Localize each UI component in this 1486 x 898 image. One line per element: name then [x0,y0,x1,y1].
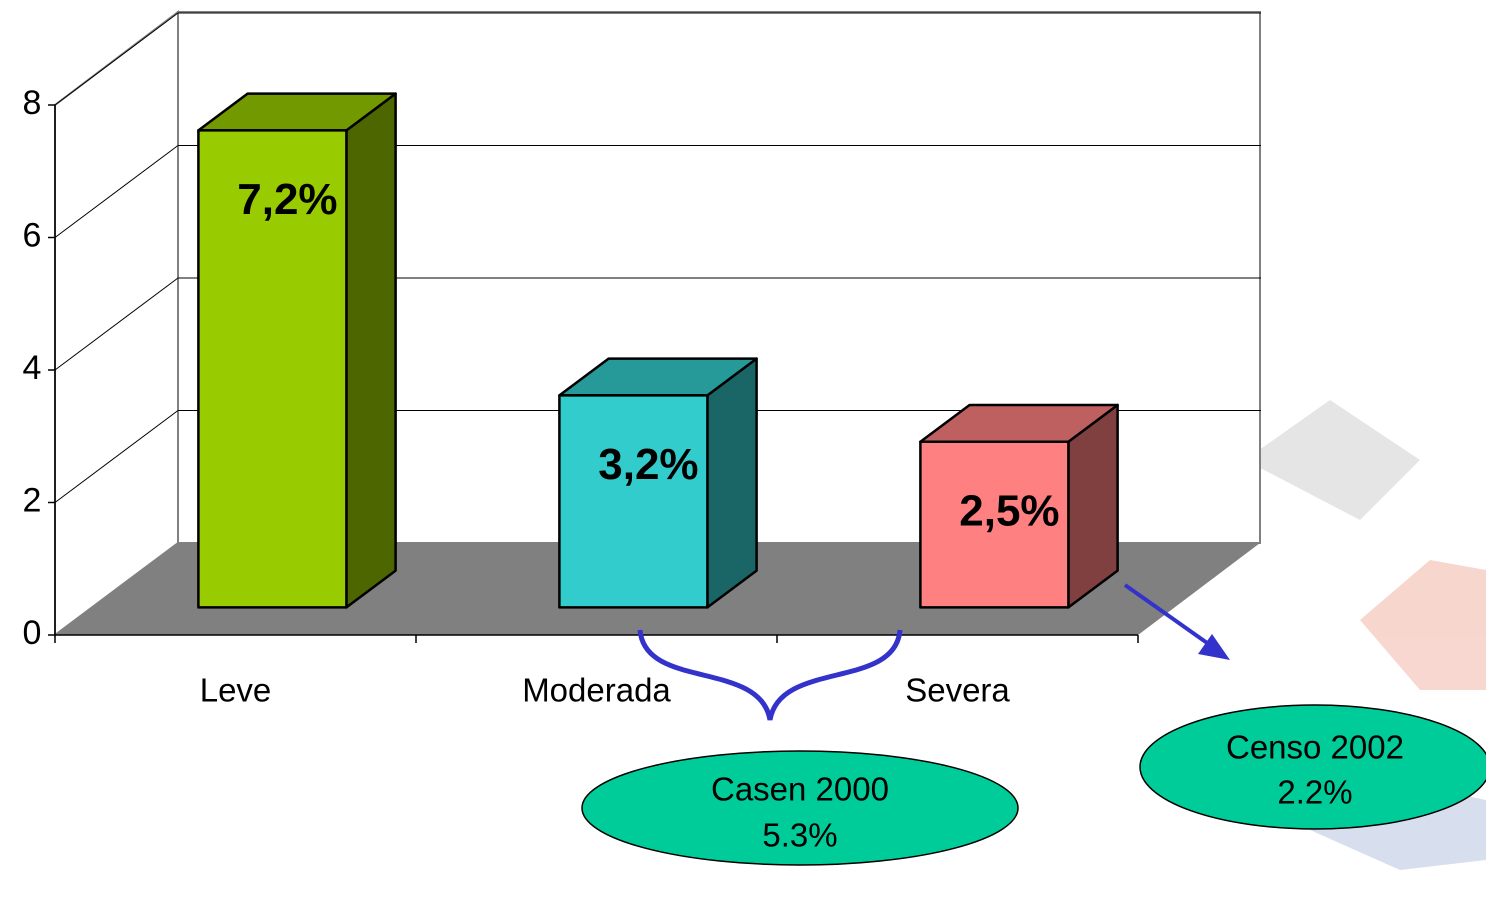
annotation: 2.2% [1277,774,1352,811]
bar [919,440,1070,609]
x-tick-label: Severa [905,672,1010,709]
value-label: 7,2% [237,175,337,224]
annotation: Censo 2002 [1226,729,1404,766]
arrow [1123,583,1212,647]
grid-line [54,410,179,503]
grid-line [54,12,179,106]
bar-side [345,92,397,609]
value-label: 3,2% [598,440,698,489]
y-tick-label: 6 [23,216,42,254]
callout [1139,704,1486,830]
grid-line [54,145,179,238]
x-tick-label: Moderada [522,672,671,709]
value-label: 2,5% [959,486,1059,535]
bar [558,394,709,609]
annotation: Casen 2000 [711,771,889,808]
bar [197,129,348,609]
x-tick-label: Leve [200,672,272,709]
arrow-head [1198,634,1230,660]
y-tick-label: 0 [23,614,42,652]
bar-side [706,357,758,609]
y-tick-label: 8 [23,84,42,122]
grid-line [54,277,179,371]
y-tick-label: 2 [23,481,42,519]
annotation: 5.3% [762,817,837,854]
y-tick-label: 4 [23,349,42,387]
brace [637,629,903,721]
bars [197,92,1119,609]
callout [581,750,1019,866]
